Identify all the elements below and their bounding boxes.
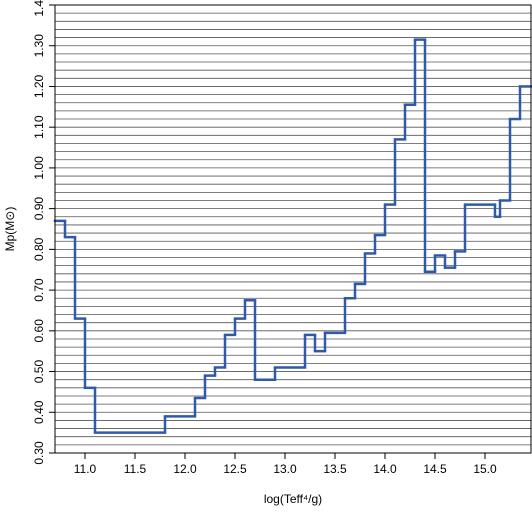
x-tick-label: 11.0 [74,462,97,476]
y-tick-label: 0.80 [32,237,46,261]
x-axis-label: log(Teff⁴/g) [264,492,322,506]
y-tick-label: 0.70 [32,278,46,302]
y-tick-label: 0.60 [32,319,46,343]
x-tick-label: 11.5 [124,462,147,476]
y-tick-label: 1.40 [32,0,46,17]
y-tick-label: 1.30 [32,34,46,58]
y-tick-label: 1.20 [32,74,46,98]
y-tick-label: 1.10 [32,115,46,139]
y-tick-label: 0.50 [32,360,46,384]
y-tick-label: 1.00 [32,156,46,180]
plot-frame [54,4,532,454]
x-tick-label: 12.5 [223,462,247,476]
y-tick-label: 0.30 [32,441,46,465]
x-tick-label: 13.5 [323,462,347,476]
y-tick-label: 0.40 [32,400,46,424]
y-axis-label: Mp(M⊙) [3,207,17,252]
x-tick-label: 14.0 [373,462,397,476]
x-tick-label: 12.0 [173,462,197,476]
x-tick-label: 14.5 [423,462,447,476]
x-tick-label: 13.0 [273,462,297,476]
y-tick-label: 0.90 [32,197,46,221]
x-tick-label: 15.0 [473,462,497,476]
